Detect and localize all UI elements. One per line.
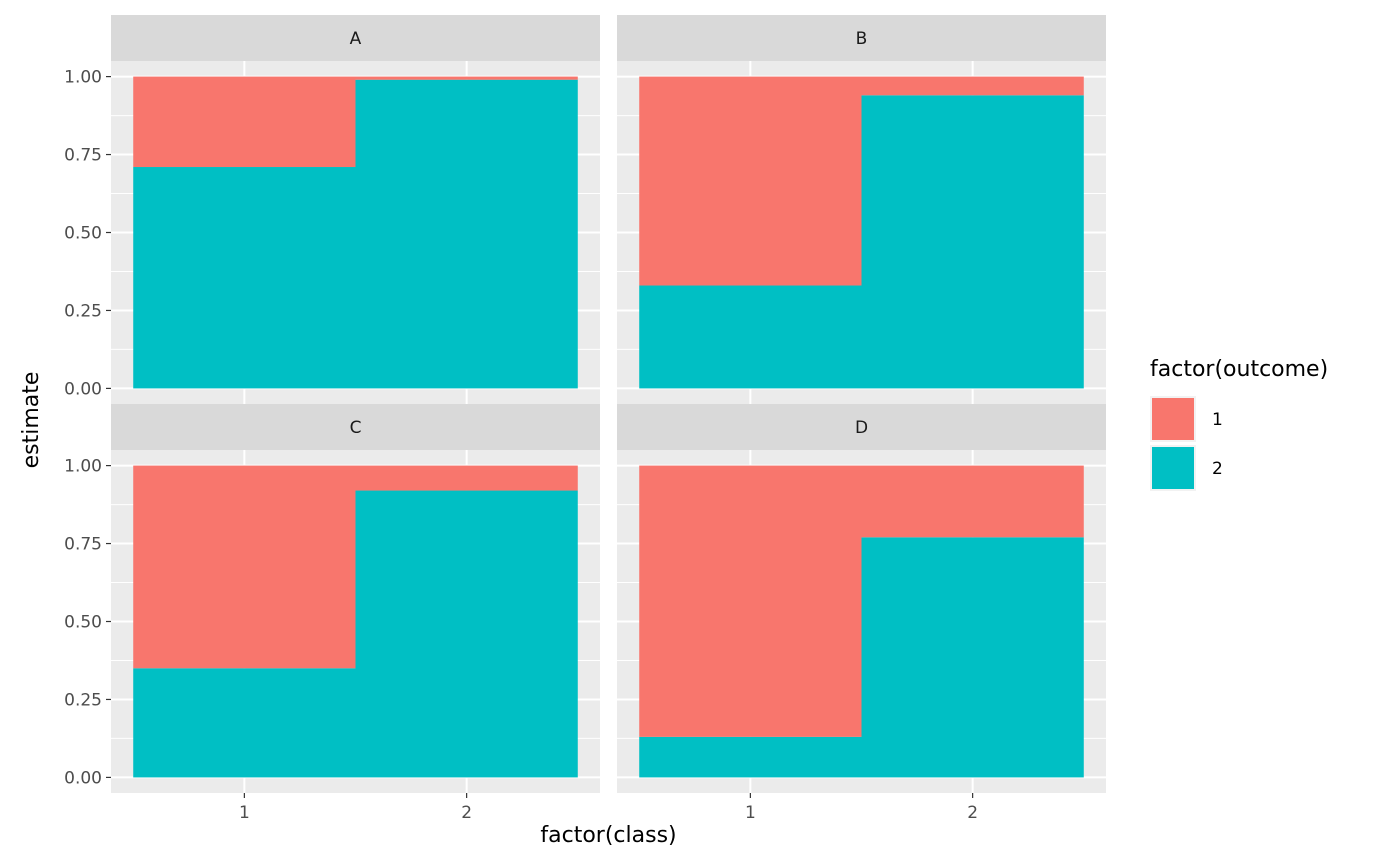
y-tick-label: 0.25	[64, 690, 102, 710]
facet-strip	[617, 15, 1106, 61]
facet-panel-A: A 0.00 0.25 0.50 0.75 1.00	[64, 15, 600, 404]
legend-keys: 12	[1150, 396, 1223, 491]
bar-segment-outcome-1	[639, 76, 862, 286]
x-tick-label: 1	[239, 803, 250, 823]
legend-swatch-1	[1152, 398, 1194, 440]
bar-segment-outcome-2	[355, 490, 578, 778]
x-axis-title: factor(class)	[540, 823, 676, 848]
facet-panel-C: C 0.00 0.25 0.50 0.75 1.00 1 2	[64, 404, 600, 823]
facet-panel-D: D 1 2	[617, 404, 1106, 823]
x-tick-label: 1	[745, 803, 756, 823]
y-tick-label: 1.00	[64, 68, 102, 88]
legend-label: 2	[1212, 459, 1223, 479]
bar-segment-outcome-2	[861, 537, 1084, 778]
bar-segment-outcome-2	[355, 79, 578, 389]
facet-strip-label: B	[856, 29, 868, 49]
facet-strip	[617, 404, 1106, 450]
facet-strip-label: A	[350, 29, 362, 49]
bar-segment-outcome-1	[133, 76, 356, 168]
x-tick-label: 2	[461, 803, 472, 823]
bar-segment-outcome-1	[639, 465, 862, 737]
y-tick-label: 0.50	[64, 613, 102, 633]
y-tick-label: 0.75	[64, 535, 102, 555]
bar-segment-outcome-2	[861, 95, 1084, 389]
bar-segment-outcome-1	[133, 465, 356, 669]
y-axis-title: estimate	[19, 372, 44, 469]
bar-segment-outcome-2	[639, 736, 862, 778]
y-tick-label: 1.00	[64, 457, 102, 477]
bar-segment-outcome-1	[355, 465, 578, 491]
y-tick-label: 0.00	[64, 379, 102, 399]
legend-swatch-2	[1152, 447, 1194, 489]
y-tick-label: 0.25	[64, 301, 102, 321]
bar-segment-outcome-1	[861, 76, 1084, 96]
facet-strip-label: D	[855, 418, 868, 438]
legend-title: factor(outcome)	[1150, 357, 1328, 382]
panels-layer: A 0.00 0.25 0.50 0.75 1.00 B C 0.00 0.25 0.50 0.75 1…	[64, 15, 1106, 823]
y-tick-label: 0.50	[64, 224, 102, 244]
y-tick-label: 0.00	[64, 768, 102, 788]
facet-panel-B: B	[617, 15, 1106, 404]
facet-strip	[111, 404, 600, 450]
bar-segment-outcome-2	[133, 668, 356, 778]
x-tick-label: 2	[967, 803, 978, 823]
bar-segment-outcome-2	[639, 285, 862, 389]
legend: factor(outcome) 12	[1150, 357, 1328, 491]
bar-segment-outcome-1	[355, 76, 578, 80]
facet-strip-label: C	[350, 418, 362, 438]
bar-segment-outcome-1	[861, 465, 1084, 538]
bar-segment-outcome-2	[133, 167, 356, 389]
legend-label: 1	[1212, 410, 1223, 430]
facet-strip	[111, 15, 600, 61]
y-tick-label: 0.75	[64, 146, 102, 166]
